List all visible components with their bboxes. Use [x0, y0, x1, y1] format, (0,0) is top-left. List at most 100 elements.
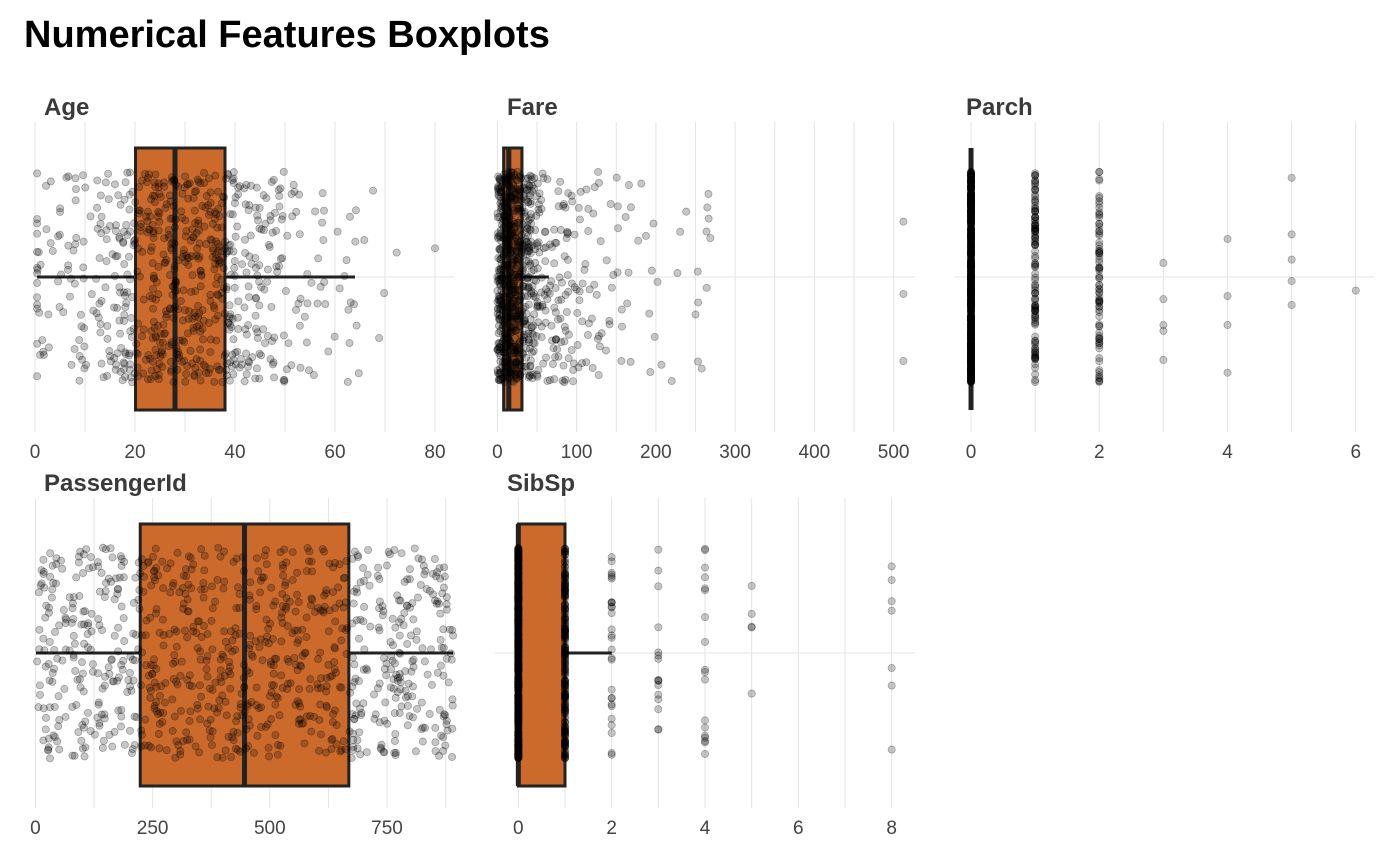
data-point — [263, 332, 272, 341]
data-point — [79, 274, 88, 283]
data-point — [494, 292, 503, 301]
data-point — [111, 365, 120, 374]
data-point — [512, 246, 521, 255]
data-point — [495, 376, 504, 385]
data-point — [143, 375, 152, 384]
data-point — [589, 209, 598, 218]
data-point — [288, 629, 297, 638]
data-point — [278, 560, 287, 569]
data-point — [80, 364, 89, 373]
data-point — [187, 287, 196, 296]
data-point — [284, 339, 293, 348]
data-point — [212, 280, 221, 289]
data-point — [887, 664, 896, 673]
data-point — [518, 264, 527, 273]
data-point — [216, 552, 225, 561]
data-point — [967, 269, 976, 278]
data-point — [1095, 167, 1104, 176]
data-point — [514, 314, 523, 323]
data-point — [334, 583, 343, 592]
data-point — [213, 273, 222, 282]
data-point — [1287, 255, 1296, 264]
data-point — [230, 271, 239, 280]
data-point — [213, 290, 222, 299]
data-point — [561, 557, 570, 566]
data-point — [501, 231, 510, 240]
data-point — [154, 729, 163, 738]
data-point — [319, 206, 328, 215]
data-point — [1031, 347, 1040, 356]
data-point — [1095, 193, 1104, 202]
data-point — [300, 739, 309, 748]
data-point — [569, 366, 578, 375]
data-point — [225, 325, 234, 334]
data-point — [607, 598, 616, 607]
facet-panel-fare: 0 100 200 300 400 500 — [492, 122, 915, 463]
data-point — [557, 278, 566, 287]
data-point — [607, 694, 616, 703]
data-point — [550, 225, 559, 234]
data-point — [597, 329, 606, 338]
data-point — [95, 721, 104, 730]
data-point — [561, 681, 570, 690]
data-point — [548, 360, 557, 369]
data-point — [233, 347, 242, 356]
data-point — [701, 573, 710, 582]
data-point — [439, 643, 448, 652]
data-point — [584, 319, 593, 328]
data-point — [673, 269, 682, 278]
data-point — [575, 215, 584, 224]
data-point — [127, 332, 136, 341]
data-point — [84, 619, 93, 628]
data-point — [348, 619, 357, 628]
data-point — [195, 681, 204, 690]
data-point — [222, 285, 231, 294]
data-point — [448, 695, 457, 704]
data-point — [154, 370, 163, 379]
data-point — [146, 292, 155, 301]
data-point — [261, 722, 270, 731]
data-point — [430, 244, 439, 253]
data-point — [197, 633, 206, 642]
data-point — [226, 210, 235, 219]
data-point — [391, 693, 400, 702]
data-point — [136, 227, 145, 236]
data-point — [442, 605, 451, 614]
data-point — [259, 191, 268, 200]
data-point — [145, 354, 154, 363]
data-point — [272, 654, 281, 663]
data-point — [499, 373, 508, 382]
data-point — [194, 313, 203, 322]
data-point — [154, 262, 163, 271]
data-point — [534, 318, 543, 327]
data-point — [496, 232, 505, 241]
data-point — [558, 376, 567, 385]
data-point — [376, 743, 385, 752]
data-point — [171, 302, 180, 311]
data-point — [617, 305, 626, 314]
data-point — [168, 282, 177, 291]
data-point — [231, 232, 240, 241]
data-point — [497, 339, 506, 348]
data-point — [514, 349, 523, 358]
data-point — [899, 356, 908, 365]
data-point — [158, 717, 167, 726]
data-point — [514, 577, 523, 586]
data-point — [93, 203, 102, 212]
data-point — [224, 318, 233, 327]
data-point — [160, 234, 169, 243]
data-point — [701, 546, 710, 555]
data-point — [150, 655, 159, 664]
data-point — [253, 731, 262, 740]
data-point — [161, 258, 170, 267]
data-point — [80, 342, 89, 351]
data-point — [123, 270, 132, 279]
data-point — [295, 685, 304, 694]
data-point — [125, 365, 134, 374]
data-point — [214, 187, 223, 196]
data-point — [41, 725, 50, 734]
data-point — [39, 347, 48, 356]
data-point — [206, 235, 215, 244]
data-point — [316, 730, 325, 739]
